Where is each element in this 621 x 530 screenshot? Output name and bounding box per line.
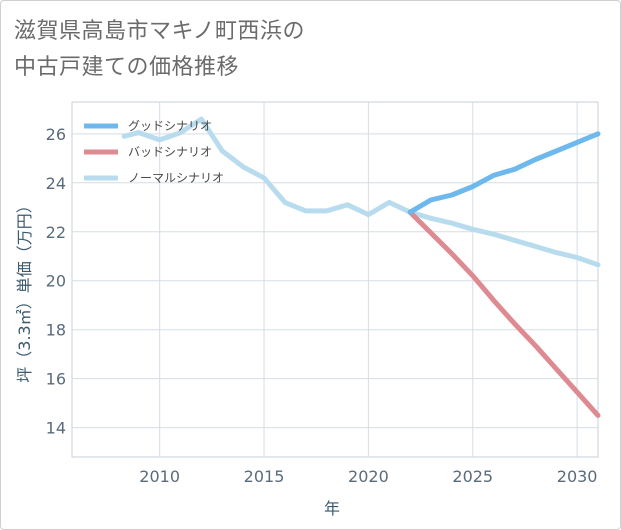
- x-tick-label-2020: 2020: [348, 467, 389, 486]
- y-axis-title: 坪（3.3㎡）単価（万円）: [15, 197, 34, 382]
- series-line-1: [407, 209, 601, 418]
- legend-label-2: ノーマルシナリオ: [128, 171, 224, 185]
- y-tick-label-18: 18: [46, 321, 66, 340]
- x-axis-title: 年: [324, 499, 340, 518]
- grid-lines: [72, 102, 598, 457]
- x-tick-label-2025: 2025: [452, 467, 493, 486]
- series-line-2: [121, 116, 601, 268]
- y-tick-label-16: 16: [46, 370, 66, 389]
- series-line-0: [407, 131, 601, 215]
- x-tick-label-2010: 2010: [139, 467, 180, 486]
- legend-label-1: バッドシナリオ: [128, 145, 212, 159]
- tick-labels: 2010 2015 2020 2025 2030 14 16 18 20 22 24 26: [46, 125, 598, 486]
- chart-title-line1: 滋賀県高島市マキノ町西浜の: [14, 19, 305, 44]
- x-tick-label-2015: 2015: [244, 467, 285, 486]
- chart-title: 滋賀県高島市マキノ町西浜の 中古戸建ての価格推移: [14, 14, 305, 86]
- y-tick-label-20: 20: [46, 272, 66, 291]
- series-lines: [121, 116, 601, 418]
- chart-title-line2: 中古戸建ての価格推移: [14, 55, 240, 80]
- y-tick-label-26: 26: [46, 125, 66, 144]
- y-tick-label-14: 14: [46, 419, 66, 438]
- y-tick-label-22: 22: [46, 223, 66, 242]
- x-tick-label-2030: 2030: [557, 467, 598, 486]
- legend-label-0: グッドシナリオ: [128, 119, 212, 133]
- plot-area: [71, 101, 599, 458]
- y-tick-label-24: 24: [46, 174, 66, 193]
